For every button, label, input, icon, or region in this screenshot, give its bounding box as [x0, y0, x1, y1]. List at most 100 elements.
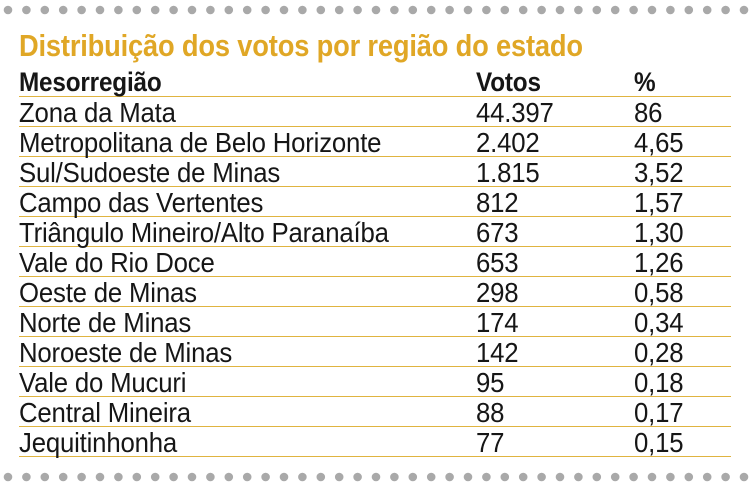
- border-dot: [702, 5, 712, 15]
- border-dot: [445, 5, 454, 15]
- cell-percent: 1,26: [634, 247, 684, 278]
- table-row: Vale do Mucuri 95 0,18: [19, 367, 731, 398]
- header-votes: Votos: [476, 67, 541, 97]
- border-dot: [150, 5, 160, 15]
- cell-votes: 653: [476, 247, 519, 278]
- cell-votes: 2.402: [476, 127, 540, 158]
- border-dot: [334, 5, 344, 15]
- border-dot: [666, 5, 675, 15]
- border-dot: [408, 5, 418, 15]
- cell-votes: 1.815: [476, 157, 540, 188]
- border-dot: [426, 5, 436, 15]
- border-dot: [169, 472, 178, 482]
- cell-percent: 86: [634, 97, 663, 128]
- cell-votes: 812: [476, 187, 519, 218]
- cell-votes: 298: [476, 277, 519, 308]
- border-dot: [739, 5, 749, 15]
- border-dot: [58, 5, 68, 15]
- border-dot: [463, 472, 473, 482]
- cell-votes: 77: [476, 427, 505, 458]
- border-dot: [500, 5, 510, 15]
- border-dot: [647, 472, 657, 482]
- table-row: Jequitinhonha 77 0,15: [19, 427, 731, 458]
- border-dot: [482, 472, 491, 482]
- border-dot: [334, 472, 344, 482]
- border-dot: [592, 472, 602, 482]
- border-dot: [739, 472, 749, 482]
- border-dot: [537, 472, 546, 482]
- border-dot: [40, 472, 50, 482]
- border-dot: [371, 5, 381, 15]
- border-dot: [647, 5, 657, 15]
- border-dot: [261, 472, 270, 482]
- border-dot: [555, 5, 565, 15]
- table-row: Zona da Mata 44.397 86: [19, 97, 731, 128]
- border-dot: [574, 472, 583, 482]
- table-header-row: Mesorregião Votos %: [19, 66, 731, 97]
- border-dot: [426, 472, 436, 482]
- border-dot: [40, 5, 50, 15]
- cell-region: Noroeste de Minas: [19, 337, 233, 368]
- cell-region: Jequitinhonha: [19, 427, 178, 458]
- border-dot: [279, 5, 289, 15]
- table-row: Campo das Vertentes 812 1,57: [19, 187, 731, 218]
- border-dot: [132, 5, 142, 15]
- border-dot: [3, 5, 13, 15]
- table-row: Norte de Minas 174 0,34: [19, 307, 731, 338]
- border-dot: [316, 472, 326, 482]
- table-row: Noroeste de Minas 142 0,28: [19, 337, 731, 368]
- cell-percent: 1,57: [634, 187, 684, 218]
- cell-region: Zona da Mata: [19, 97, 176, 128]
- border-dot: [242, 472, 252, 482]
- border-dot: [721, 472, 730, 482]
- border-dot: [77, 5, 86, 15]
- border-dot: [224, 5, 234, 15]
- votes-table: Mesorregião Votos % Zona da Mata 44.397 86…: [19, 66, 731, 458]
- border-dot: [371, 472, 381, 482]
- border-dot: [390, 472, 399, 482]
- border-dot: [353, 472, 362, 482]
- border-dot: [58, 472, 68, 482]
- border-dot: [445, 472, 454, 482]
- border-dot: [629, 472, 638, 482]
- border-dot: [316, 5, 326, 15]
- cell-votes: 44.397: [476, 97, 554, 128]
- border-dot: [702, 472, 712, 482]
- border-dot: [408, 472, 418, 482]
- border-dot: [610, 472, 620, 482]
- cell-region: Vale do Rio Doce: [19, 247, 215, 278]
- border-dot: [684, 472, 694, 482]
- border-dot: [187, 5, 197, 15]
- border-dot: [22, 472, 31, 482]
- cell-percent: 3,52: [634, 157, 684, 188]
- cell-percent: 0,34: [634, 307, 684, 338]
- table-row: Central Mineira 88 0,17: [19, 397, 731, 428]
- border-dot: [261, 5, 270, 15]
- border-dot: [500, 472, 510, 482]
- table-row: Vale do Rio Doce 653 1,26: [19, 247, 731, 278]
- border-dot: [22, 5, 31, 15]
- border-dot: [279, 472, 289, 482]
- cell-votes: 142: [476, 337, 519, 368]
- border-dot: [684, 5, 694, 15]
- cell-region: Vale do Mucuri: [19, 367, 187, 398]
- top-dotted-border: [3, 5, 749, 15]
- border-dot: [629, 5, 638, 15]
- border-dot: [482, 5, 491, 15]
- cell-region: Metropolitana de Belo Horizonte: [19, 127, 382, 158]
- table-body: Zona da Mata 44.397 86 Metropolitana de Bel…: [19, 97, 731, 458]
- cell-percent: 1,30: [634, 217, 684, 248]
- border-dot: [95, 472, 105, 482]
- border-dot: [114, 472, 123, 482]
- bottom-dotted-border: [3, 472, 749, 482]
- header-percent: %: [634, 67, 656, 97]
- cell-region: Sul/Sudoeste de Minas: [19, 157, 281, 188]
- border-dot: [610, 5, 620, 15]
- cell-region: Central Mineira: [19, 397, 191, 428]
- border-dot: [206, 5, 215, 15]
- cell-percent: 0,58: [634, 277, 684, 308]
- table-row: Triângulo Mineiro/Alto Paranaíba 673 1,30: [19, 217, 731, 248]
- cell-percent: 0,17: [634, 397, 684, 428]
- cell-votes: 673: [476, 217, 519, 248]
- cell-percent: 4,65: [634, 127, 684, 158]
